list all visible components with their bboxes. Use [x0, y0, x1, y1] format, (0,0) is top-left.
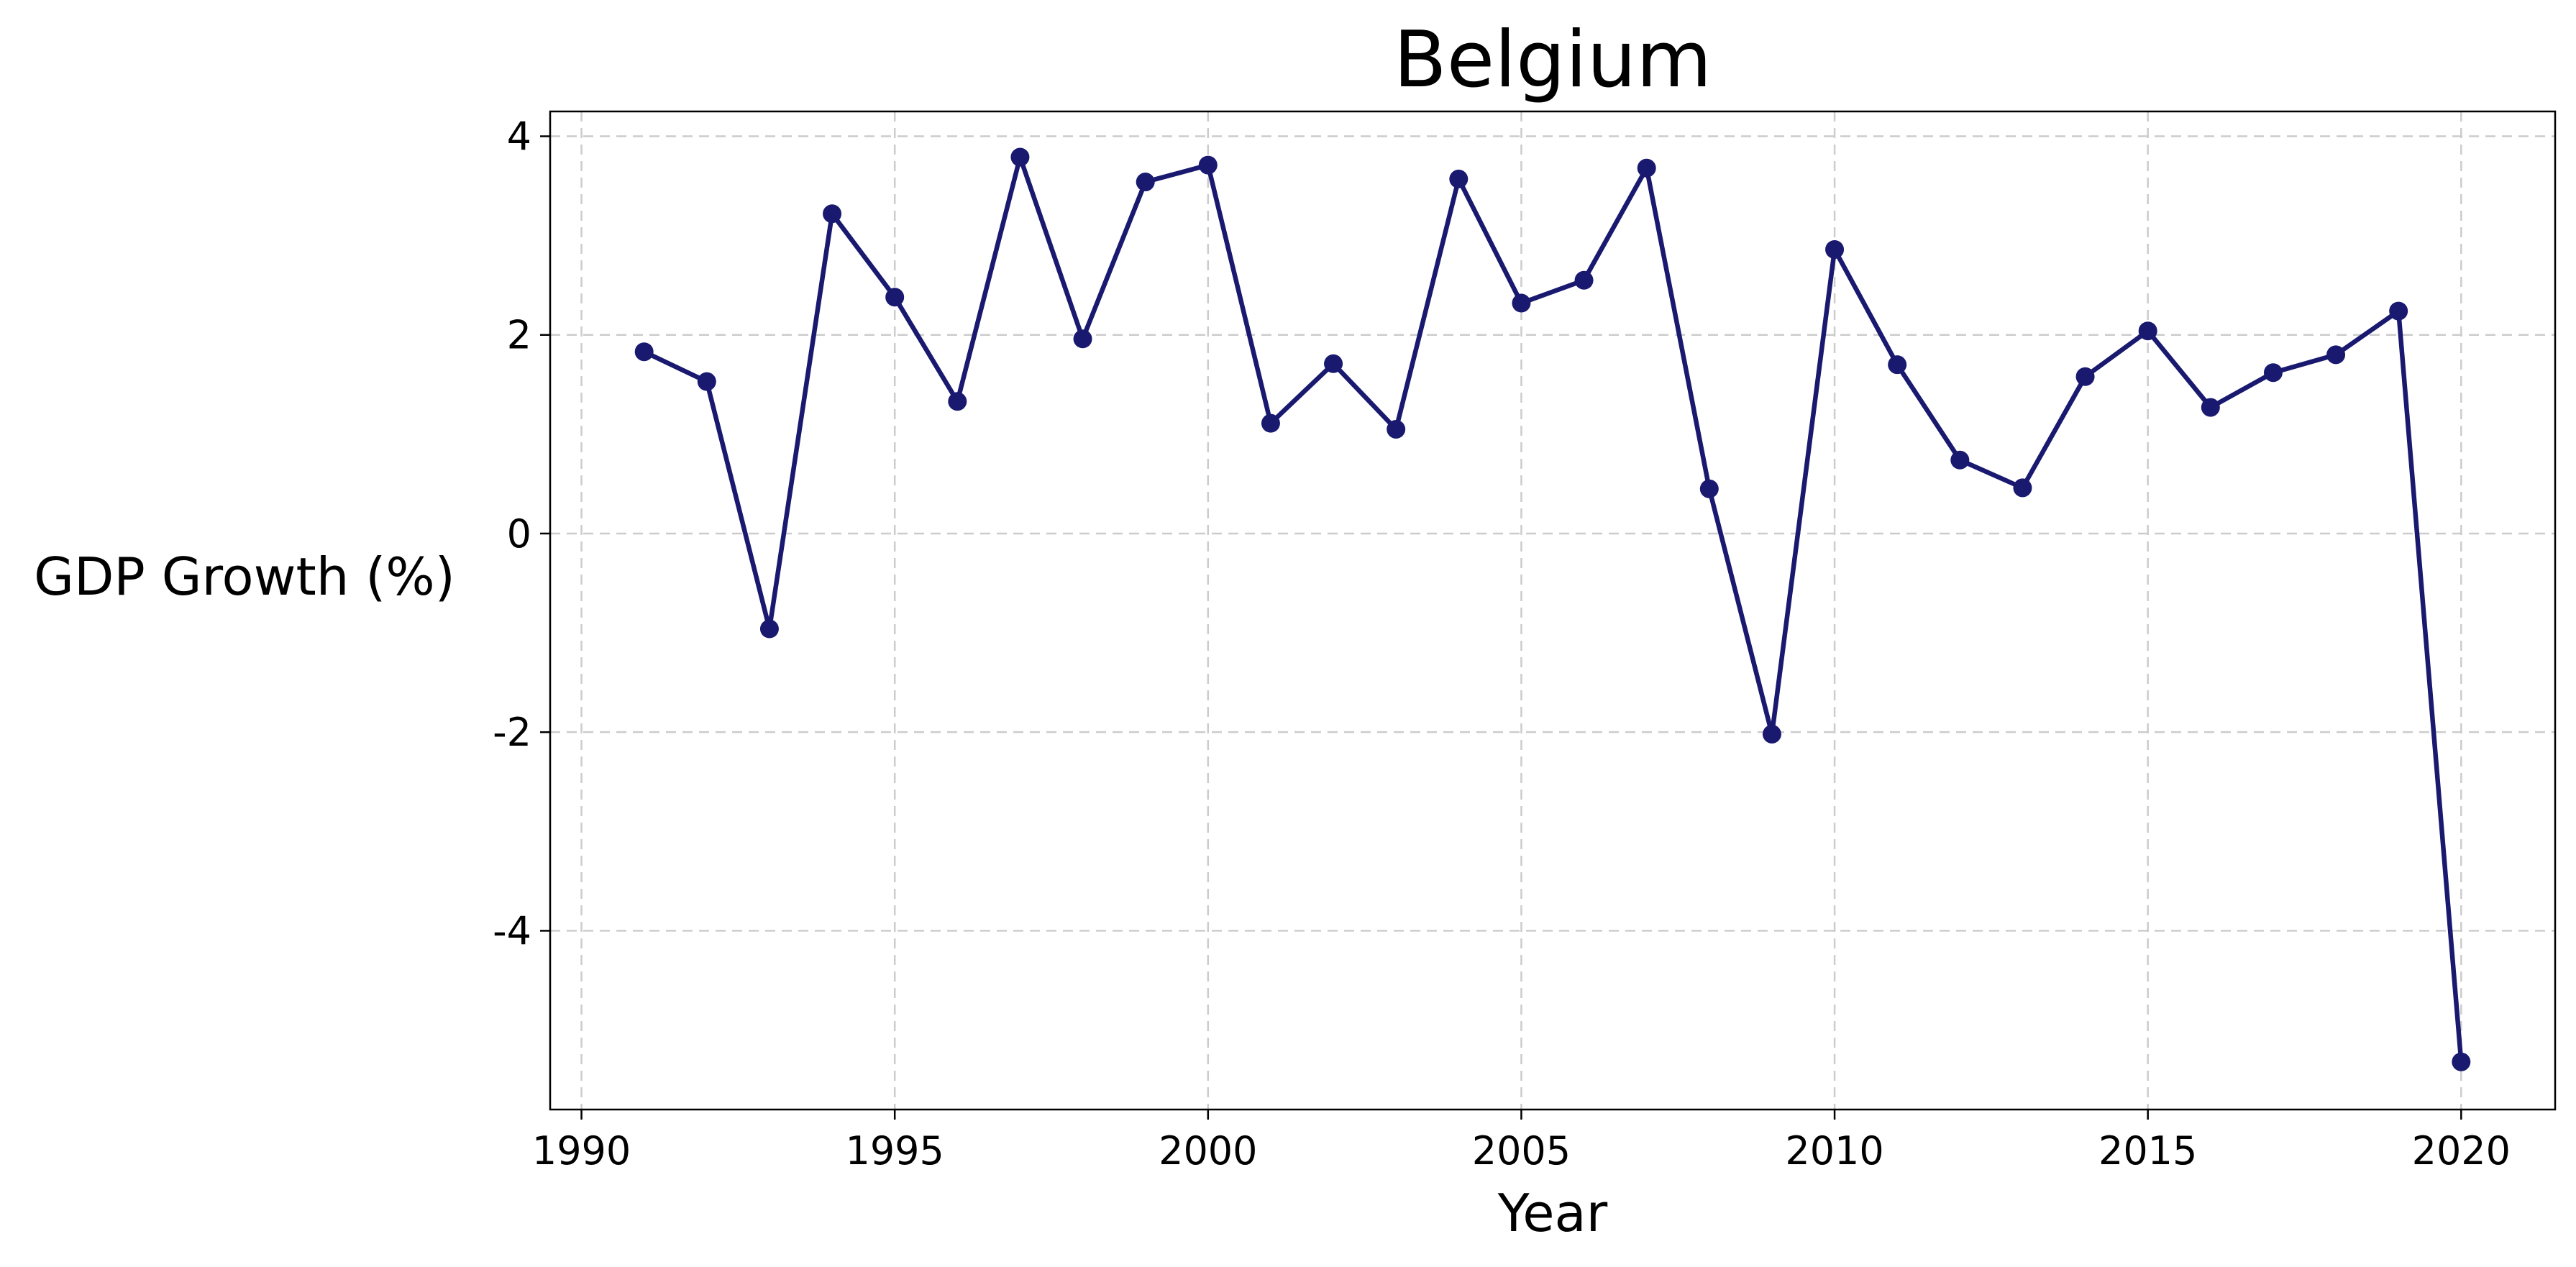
- data-point: [1010, 147, 1030, 167]
- data-point: [1637, 158, 1656, 178]
- data-point: [2263, 363, 2283, 383]
- axis-ticks: 1990 1995 2000 2005 2010 2015 2020 -4 -2 0 2 4: [493, 114, 2511, 1174]
- x-tick-label: 2005: [1472, 1128, 1571, 1174]
- x-tick-label: 2010: [1785, 1128, 1883, 1174]
- data-point: [1762, 724, 1781, 744]
- data-point: [948, 392, 967, 411]
- data-point: [1888, 355, 1907, 375]
- data-point: [1950, 450, 1970, 470]
- data-point: [1574, 270, 1594, 290]
- data-point: [2201, 398, 2220, 417]
- x-tick-label: 1995: [845, 1128, 944, 1174]
- data-point: [1324, 354, 1343, 373]
- series-line: [643, 155, 2464, 1062]
- y-tick-label: -4: [493, 908, 531, 953]
- y-tick-label: 2: [507, 313, 531, 358]
- data-point: [2389, 301, 2408, 321]
- data-point: [1261, 413, 1280, 433]
- data-point: [1449, 169, 1469, 188]
- y-tick-label: -2: [493, 710, 531, 755]
- series-group: [634, 147, 2471, 1071]
- chart-title: Belgium: [1394, 15, 1712, 105]
- data-point: [634, 342, 654, 362]
- plot-area-frame: [549, 110, 2557, 1111]
- data-point: [2013, 478, 2032, 498]
- data-point: [2138, 321, 2157, 341]
- data-point: [1825, 239, 1845, 259]
- data-point: [1699, 479, 1719, 498]
- data-point: [1073, 329, 1092, 349]
- data-point: [1512, 293, 1531, 313]
- data-point: [885, 288, 905, 307]
- x-tick-label: 2000: [1159, 1128, 1257, 1174]
- data-point: [1136, 173, 1155, 192]
- x-tick-label: 2020: [2412, 1128, 2511, 1174]
- data-point: [2075, 367, 2095, 386]
- data-point: [1387, 419, 1406, 439]
- data-point: [2452, 1052, 2471, 1071]
- y-tick-label: 0: [507, 511, 531, 557]
- data-point: [823, 204, 842, 224]
- x-axis-label: Year: [1497, 1183, 1608, 1243]
- data-point: [697, 372, 716, 391]
- y-axis-label: GDP Growth (%): [34, 546, 455, 607]
- x-tick-label: 1990: [532, 1128, 631, 1174]
- data-point: [759, 619, 779, 639]
- x-tick-label: 2015: [2098, 1128, 2197, 1174]
- data-point: [2326, 345, 2346, 365]
- grid-lines: [550, 111, 2555, 1110]
- y-tick-label: 4: [507, 114, 531, 160]
- data-point: [1198, 155, 1218, 175]
